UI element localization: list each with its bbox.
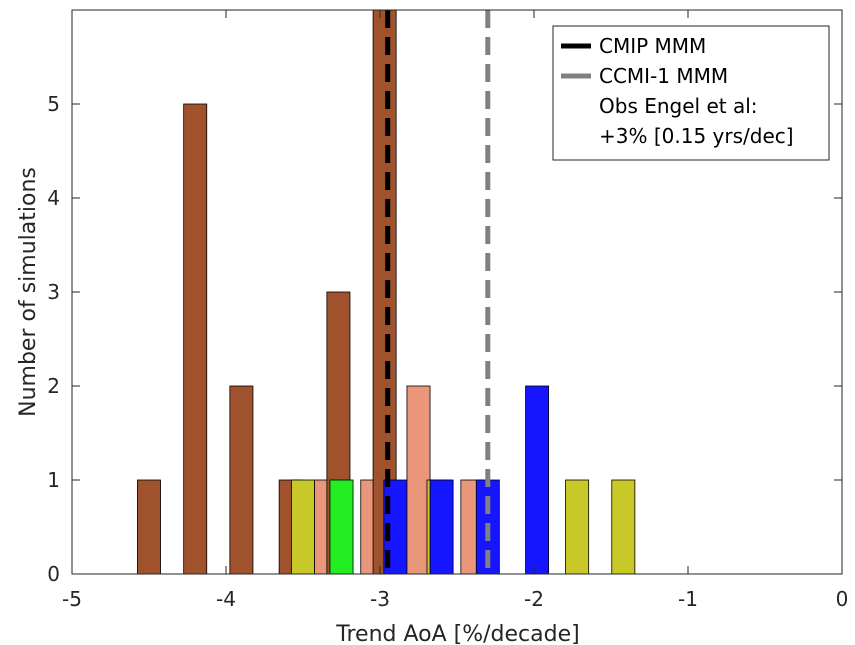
legend: CMIP MMM CCMI-1 MMM Obs Engel et al: +3% [0…: [552, 25, 830, 161]
y-tick-label: 0: [47, 562, 60, 586]
x-tick-label: 0: [836, 587, 849, 611]
histogram-bar: [429, 479, 454, 575]
y-tick-label: 2: [47, 374, 60, 398]
y-tick-label: 4: [47, 186, 60, 210]
y-tick-label: 1: [47, 468, 60, 492]
x-tick-label: -5: [62, 587, 82, 611]
legend-entry: Obs Engel et al:: [599, 94, 758, 118]
reference-lines-layer: [385, 10, 491, 574]
histogram-bar: [291, 479, 315, 575]
histogram-bar: [137, 479, 161, 575]
axes-layer: -5 -4 -3 -2 -1 0 0 1 2 3 4 5: [47, 9, 849, 611]
legend-box: [552, 25, 830, 161]
y-tick-label: 3: [47, 280, 60, 304]
legend-entry: CMIP MMM: [599, 34, 706, 58]
histogram-bar: [229, 385, 254, 575]
histogram-bar: [525, 385, 550, 575]
legend-entry: CCMI-1 MMM: [599, 64, 728, 88]
legend-entry: +3% [0.15 yrs/dec]: [599, 124, 794, 148]
x-axis-label: Trend AoA [%/decade]: [335, 622, 579, 645]
x-tick-label: -1: [678, 587, 698, 611]
y-tick-label: 5: [47, 92, 60, 116]
histogram-bar: [611, 479, 636, 575]
histogram-bar: [565, 479, 590, 575]
x-tick-label: -4: [216, 587, 236, 611]
histogram-bar: [183, 103, 208, 575]
x-tick-label: -3: [370, 587, 390, 611]
histogram-bar: [329, 479, 354, 575]
x-tick-label: -2: [524, 587, 544, 611]
y-axis-label: Number of simulations: [16, 167, 41, 417]
